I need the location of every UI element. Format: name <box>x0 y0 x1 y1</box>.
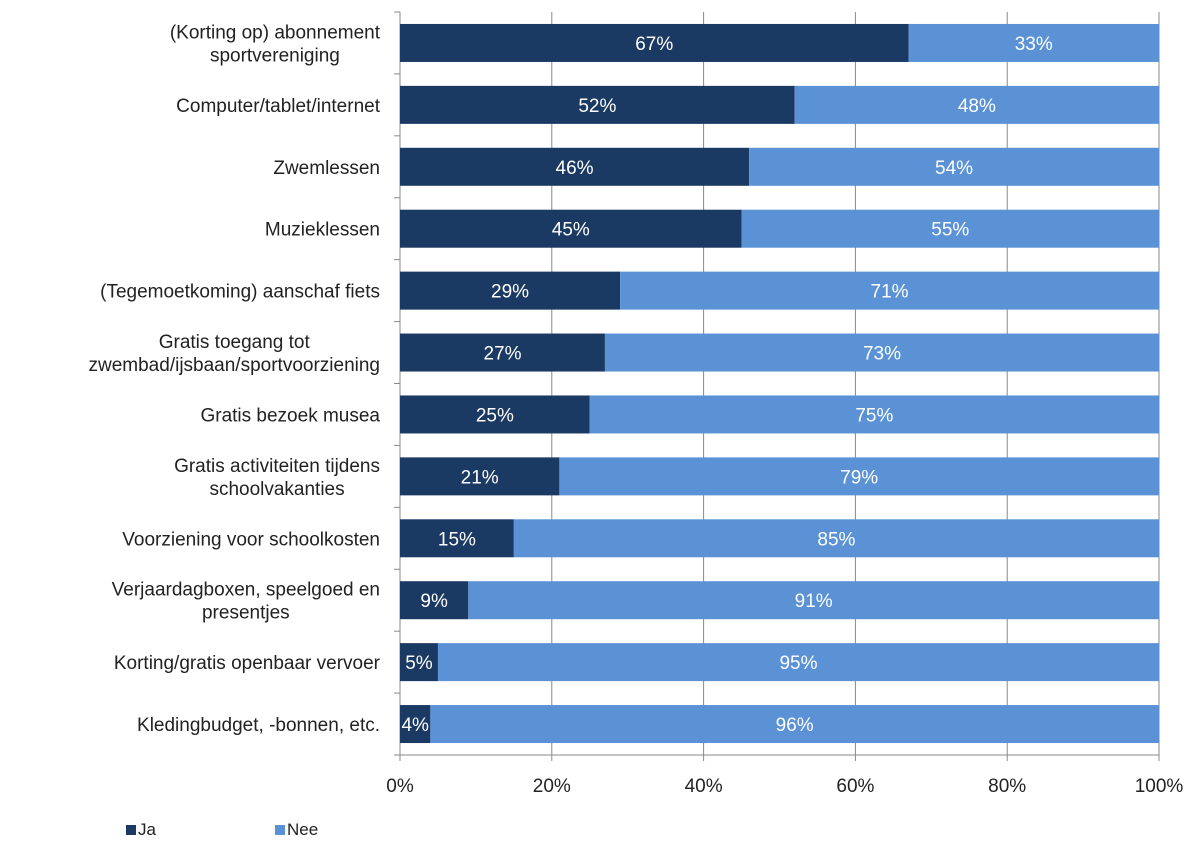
category-label-10: Korting/gratis openbaar vervoer <box>114 653 381 674</box>
bar-nee-3 <box>741 209 1159 248</box>
data-label-nee-2: 54% <box>935 158 973 179</box>
x-tick-label-0: 0% <box>386 776 414 797</box>
data-label-ja-7: 21% <box>461 467 499 488</box>
bar-nee-11 <box>430 705 1159 744</box>
x-tick-label-4: 80% <box>988 776 1026 797</box>
category-label-7: Gratis activiteiten tijdens schoolvakanti… <box>174 456 380 500</box>
data-label-ja-5: 27% <box>483 344 521 365</box>
x-tick-label-3: 60% <box>836 776 874 797</box>
bar-ja-5 <box>400 333 605 372</box>
bar-ja-10 <box>400 643 438 682</box>
data-label-ja-4: 29% <box>491 282 529 303</box>
bar-nee-5 <box>604 333 1159 372</box>
bar-nee-9 <box>468 581 1159 620</box>
bar-ja-9 <box>400 581 469 620</box>
category-label-8: Voorziening voor schoolkosten <box>122 529 380 550</box>
category-label-11: Kledingbudget, -bonnen, etc. <box>137 715 380 736</box>
data-label-nee-9: 91% <box>795 591 833 612</box>
data-label-ja-10: 5% <box>405 653 433 674</box>
bar-ja-3 <box>400 209 742 248</box>
bar-ja-0 <box>400 23 909 62</box>
bar-nee-2 <box>749 147 1159 186</box>
category-label-5: Gratis toegang tot zwembad/ijsbaan/sportv… <box>89 332 381 376</box>
data-label-ja-6: 25% <box>476 405 514 426</box>
x-tick-label-5: 100% <box>1135 776 1184 797</box>
data-label-ja-8: 15% <box>438 529 476 550</box>
category-label-9: Verjaardagboxen, speelgoed en presentjes <box>112 580 380 624</box>
bar-nee-4 <box>620 271 1159 310</box>
data-label-nee-3: 55% <box>931 220 969 241</box>
bar-ja-11 <box>400 705 431 744</box>
bar-nee-8 <box>513 519 1159 558</box>
category-label-4: (Tegemoetkoming) aanschaf fiets <box>100 282 380 303</box>
data-label-ja-3: 45% <box>552 220 590 241</box>
category-label-6: Gratis bezoek musea <box>200 405 380 426</box>
category-label-3: Muzieklessen <box>265 220 380 241</box>
category-label-1: Computer/tablet/internet <box>176 96 381 117</box>
data-label-nee-8: 85% <box>817 529 855 550</box>
category-label-2: Zwemlessen <box>273 158 380 179</box>
data-label-nee-7: 79% <box>840 467 878 488</box>
x-tick-label-1: 20% <box>533 776 571 797</box>
data-label-nee-4: 71% <box>871 282 909 303</box>
data-label-ja-11: 4% <box>401 715 429 736</box>
data-label-nee-1: 48% <box>958 96 996 117</box>
bar-ja-2 <box>400 147 750 186</box>
data-label-ja-1: 52% <box>578 96 616 117</box>
data-label-ja-9: 9% <box>420 591 448 612</box>
legend-swatch-nee <box>275 825 285 835</box>
data-label-nee-10: 95% <box>779 653 817 674</box>
data-label-nee-6: 75% <box>855 405 893 426</box>
bar-ja-7 <box>400 457 560 496</box>
bar-nee-1 <box>794 85 1159 124</box>
legend-label-nee: Nee <box>287 820 318 839</box>
bar-nee-6 <box>589 395 1159 434</box>
bar-ja-4 <box>400 271 621 310</box>
data-label-nee-5: 73% <box>863 344 901 365</box>
legend-swatch-ja <box>126 825 136 835</box>
category-label-0: (Korting op) abonnement sportvereniging <box>170 22 381 66</box>
bar-nee-10 <box>437 643 1159 682</box>
x-tick-label-2: 40% <box>685 776 723 797</box>
data-label-ja-2: 46% <box>556 158 594 179</box>
bar-nee-7 <box>559 457 1159 496</box>
data-label-nee-0: 33% <box>1015 34 1053 55</box>
bar-ja-1 <box>400 85 795 124</box>
bar-ja-6 <box>400 395 590 434</box>
data-label-nee-11: 96% <box>776 715 814 736</box>
bar-nee-0 <box>908 23 1159 62</box>
data-label-ja-0: 67% <box>635 34 673 55</box>
legend-label-ja: Ja <box>138 820 157 839</box>
bar-ja-8 <box>400 519 514 558</box>
